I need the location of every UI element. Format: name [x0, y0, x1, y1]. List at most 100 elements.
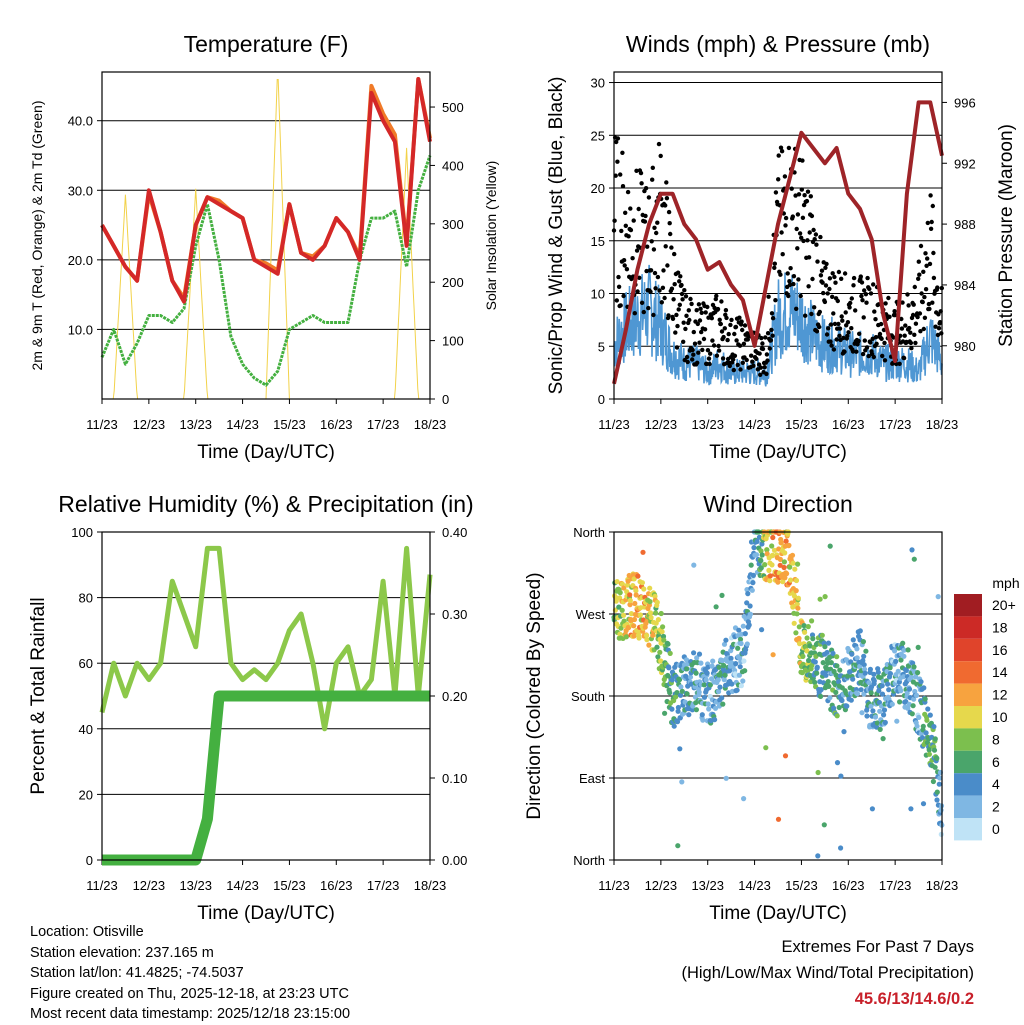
- gust-point: [866, 353, 871, 359]
- gust-point: [862, 338, 867, 343]
- gust-point: [831, 311, 836, 316]
- direction-point: [712, 717, 718, 723]
- direction-point: [792, 566, 798, 572]
- direction-point: [824, 649, 830, 656]
- gust-point: [678, 274, 683, 279]
- gust-point: [642, 219, 648, 224]
- direction-point: [744, 600, 750, 606]
- y-tick-label: North: [573, 525, 605, 540]
- y-tick-label: 0: [598, 392, 605, 407]
- gust-point: [795, 246, 800, 251]
- plot-frame: [101, 71, 431, 400]
- direction-point: [736, 627, 742, 633]
- gust-point: [810, 276, 815, 282]
- gust-point: [892, 309, 897, 314]
- gust-point: [615, 159, 620, 164]
- x-tick-label: 18/23: [926, 878, 959, 893]
- station-info: Location: Otisville Station elevation: 2…: [30, 922, 350, 1025]
- gust-point: [757, 351, 762, 356]
- direction-point: [631, 616, 638, 623]
- direction-point: [805, 624, 811, 630]
- gust-point: [681, 320, 686, 325]
- direction-point: [877, 726, 883, 733]
- gust-point: [789, 186, 794, 191]
- x-tick-label: 14/23: [226, 417, 259, 432]
- direction-point: [879, 683, 885, 689]
- direction-point: [754, 538, 760, 545]
- gust-point: [776, 153, 781, 158]
- direction-point: [782, 550, 788, 556]
- gust-point: [720, 356, 726, 361]
- gust-point: [618, 172, 623, 177]
- direction-point: [910, 703, 916, 709]
- gust-point: [917, 272, 922, 277]
- gust-point: [686, 308, 691, 313]
- gust-point: [728, 322, 733, 328]
- gust-point: [645, 244, 650, 249]
- legend-label: 0: [992, 821, 1000, 837]
- gust-point: [930, 203, 935, 209]
- gust-point: [900, 300, 905, 305]
- direction-point: [796, 624, 802, 630]
- x-tick-label: 12/23: [133, 417, 166, 432]
- direction-point: [850, 676, 856, 682]
- direction-point: [793, 588, 799, 594]
- gust-point: [620, 150, 625, 155]
- gust-point: [821, 290, 826, 296]
- x-tick-label: 16/23: [832, 417, 865, 432]
- gust-point: [918, 329, 923, 334]
- gust-point: [835, 298, 840, 304]
- y-tick-label: 40: [79, 722, 93, 737]
- y2-tick-label: 200: [442, 275, 464, 290]
- direction-point: [625, 578, 631, 584]
- x-tick-label: 15/23: [273, 878, 306, 893]
- direction-point: [916, 714, 922, 721]
- direction-point: [736, 672, 743, 678]
- gust-point: [849, 326, 854, 331]
- direction-point: [633, 592, 639, 598]
- gust-point: [690, 357, 695, 362]
- gust-point: [928, 193, 933, 198]
- gust-point: [820, 280, 825, 285]
- gust-point: [760, 341, 765, 346]
- x-tick-label: 12/23: [645, 417, 678, 432]
- gust-point: [924, 263, 929, 268]
- gust-point: [832, 321, 838, 327]
- direction-point: [797, 641, 803, 647]
- gust-point: [931, 275, 937, 281]
- direction-point: [735, 645, 741, 651]
- direction-point: [862, 670, 868, 676]
- direction-point: [632, 600, 638, 607]
- y-axis-label: Direction (Colored By Speed): [524, 572, 545, 819]
- direction-point: [857, 663, 863, 670]
- gust-point: [628, 227, 634, 233]
- direction-point: [818, 687, 824, 693]
- direction-point: [780, 579, 786, 585]
- direction-point: [721, 662, 727, 669]
- legend-swatch: [954, 706, 982, 729]
- gust-point: [664, 180, 669, 185]
- gust-point: [770, 316, 776, 321]
- gust-point: [703, 310, 708, 315]
- gust-point: [764, 371, 769, 377]
- gust-point: [672, 251, 677, 257]
- gust-point: [783, 215, 789, 221]
- direction-point: [830, 650, 836, 657]
- gust-point: [676, 307, 681, 312]
- direction-point: [936, 781, 942, 787]
- gust-point: [905, 292, 910, 297]
- gust-point: [696, 350, 701, 355]
- direction-point: [934, 797, 940, 803]
- gust-point: [731, 367, 736, 373]
- y2-tick-label: 0.40: [442, 525, 467, 540]
- y-axis-label: Sonic/Prop Wind & Gust (Blue, Black): [546, 77, 567, 395]
- direction-point: [833, 689, 839, 696]
- gust-point: [927, 306, 932, 312]
- gust-point: [674, 345, 680, 350]
- gust-point: [662, 295, 667, 301]
- direction-point: [912, 688, 918, 695]
- direction-point: [877, 708, 883, 714]
- gust-point: [911, 302, 916, 307]
- gust-point: [691, 329, 696, 335]
- gust-point: [653, 286, 658, 291]
